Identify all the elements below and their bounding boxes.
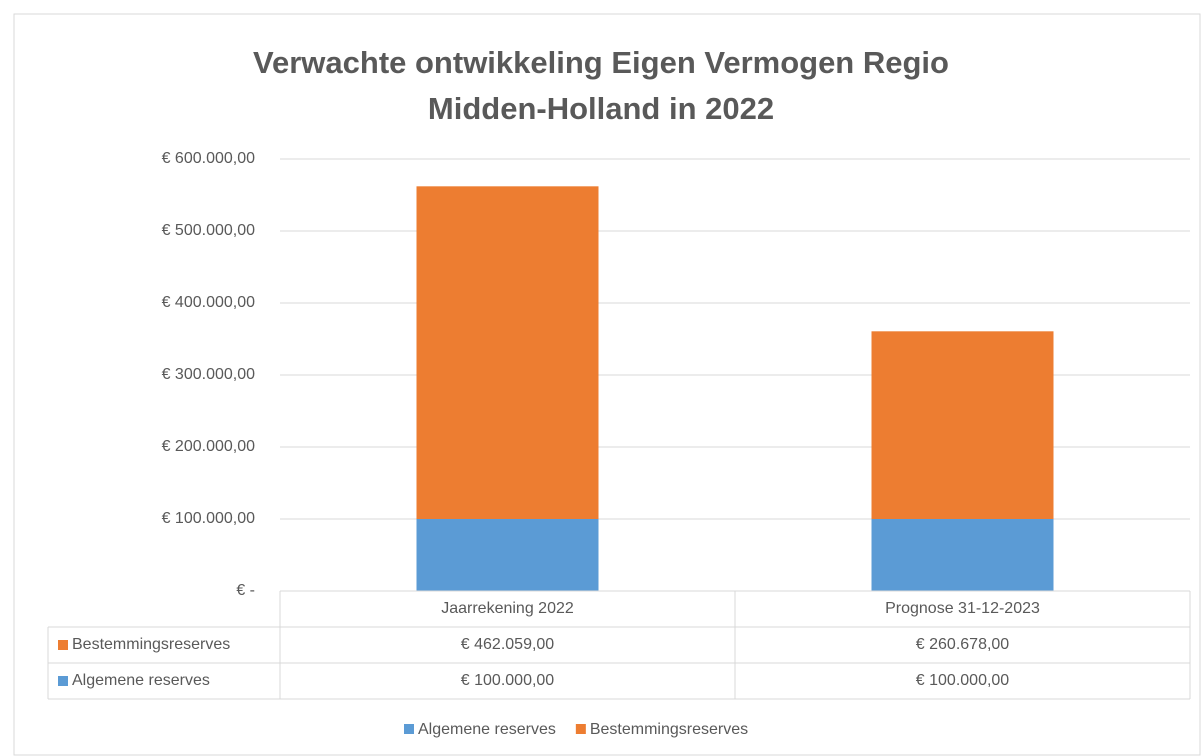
table-legend-key (58, 676, 68, 686)
table-row-label: Algemene reserves (72, 672, 210, 689)
legend-label: Bestemmingsreserves (590, 721, 748, 738)
y-tick-label: € - (236, 582, 255, 599)
data-label: € 100.000,00 (916, 672, 1010, 689)
y-tick-label: € 200.000,00 (162, 438, 256, 455)
x-tick-label: Prognose 31-12-2023 (885, 600, 1040, 617)
legend-key (575, 724, 586, 734)
chart-title: Verwachte ontwikkeling Eigen Vermogen Re… (253, 45, 949, 126)
data-label: € 462.059,00 (461, 636, 555, 653)
legend-label: Algemene reserves (418, 721, 556, 738)
bar-segment (416, 519, 599, 591)
table-legend-key (58, 640, 68, 650)
bar-segment (871, 331, 1054, 519)
y-tick-label: € 600.000,00 (162, 150, 256, 167)
x-tick-label: Jaarrekening 2022 (441, 600, 574, 617)
bar-segment (871, 519, 1054, 591)
bar-segment (416, 186, 599, 520)
y-tick-label: € 300.000,00 (162, 366, 256, 383)
chart-border (13, 13, 1201, 756)
legend-key (404, 724, 414, 734)
y-tick-label: € 400.000,00 (162, 294, 256, 311)
data-label: € 260.678,00 (916, 636, 1010, 653)
table-row-label: Bestemmingsreserves (72, 636, 230, 653)
data-label: € 100.000,00 (461, 672, 555, 689)
y-tick-label: € 100.000,00 (162, 510, 256, 527)
y-tick-label: € 500.000,00 (162, 222, 256, 239)
